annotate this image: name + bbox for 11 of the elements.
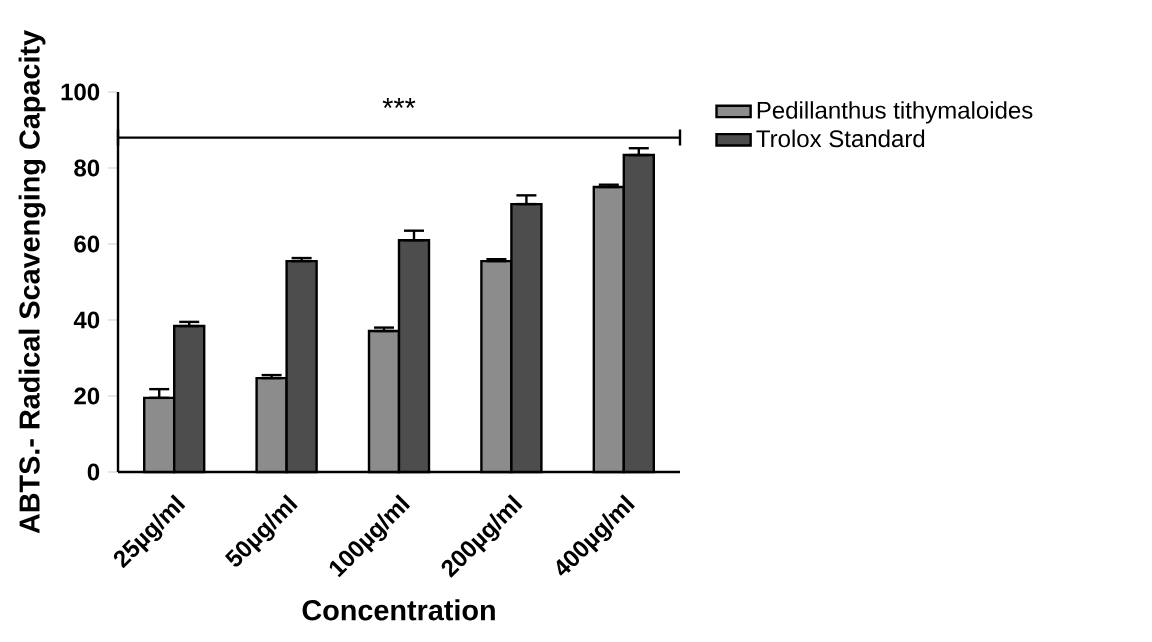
y-tick-label: 0 [87, 463, 100, 481]
legend-label: Trolox Standard [756, 129, 925, 148]
y-tick-label: 40 [73, 311, 100, 329]
y-tick-label: 80 [74, 159, 100, 177]
y-tick-label: 100 [61, 83, 100, 101]
y-axis-title: ABTS.- Radical Scavenging Capacity [18, 30, 46, 534]
y-tick-label: 60 [74, 235, 100, 253]
x-axis-title: Concentration [302, 599, 495, 621]
ref-line-label: *** [382, 97, 416, 109]
y-tick-label: 20 [74, 387, 100, 405]
legend-label: Pedillanthus tithymaloides [757, 101, 1033, 124]
